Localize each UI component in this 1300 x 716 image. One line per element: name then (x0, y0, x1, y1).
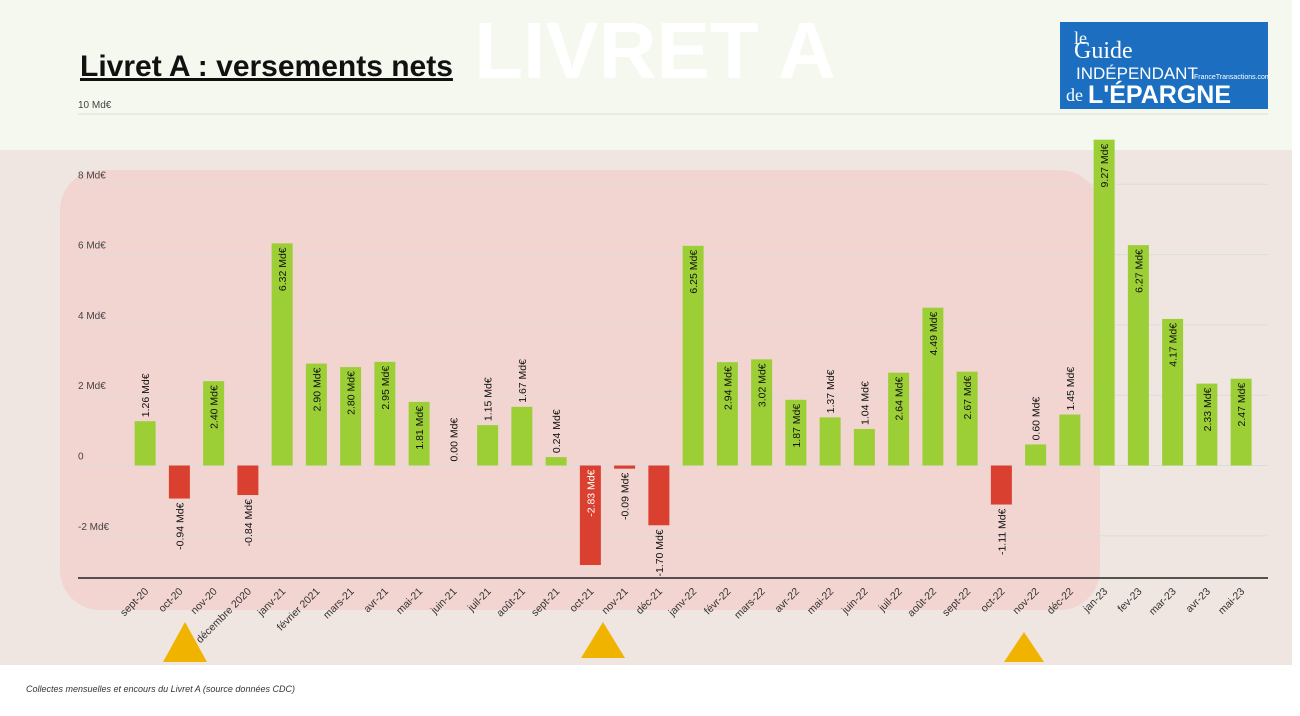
value-label: 6.25 Md€ (688, 250, 700, 294)
bar (819, 417, 841, 466)
y-tick-label: 6 Md€ (78, 241, 106, 252)
bar (1162, 318, 1184, 466)
y-tick-label: 8 Md€ (78, 170, 106, 181)
bar (1059, 414, 1081, 466)
bar (888, 372, 910, 466)
photo-banknote (60, 170, 1100, 610)
value-label: 1.37 Md€ (825, 369, 837, 413)
bar (1093, 139, 1115, 466)
marker-triangle (1004, 632, 1044, 662)
bar (1025, 444, 1047, 466)
value-label: 2.90 Md€ (311, 367, 323, 411)
value-label: 2.40 Md€ (209, 385, 221, 429)
value-label: -1.70 Md€ (654, 529, 666, 576)
y-tick-label: 2 Md€ (78, 381, 106, 392)
logo: le Guide INDÉPENDANT FranceTransactions.… (1060, 22, 1271, 109)
logo-text: de (1066, 85, 1083, 105)
bar (237, 465, 259, 496)
value-label: 2.47 Md€ (1236, 383, 1248, 427)
bar (785, 399, 807, 466)
value-label: 2.33 Md€ (1202, 387, 1214, 431)
bar (340, 367, 362, 466)
value-label: 0.60 Md€ (1031, 396, 1043, 440)
bar (374, 361, 396, 466)
logo-text: le (1074, 28, 1087, 48)
value-label: 2.94 Md€ (722, 366, 734, 410)
value-label: -2.83 Md€ (585, 469, 597, 516)
bar (716, 362, 738, 466)
bar (922, 307, 944, 466)
bar (134, 421, 156, 466)
bar (1127, 245, 1149, 466)
value-label: 2.80 Md€ (346, 371, 358, 415)
value-label: 0.00 Md€ (448, 418, 460, 462)
bar (1230, 378, 1252, 466)
value-label: 2.95 Md€ (380, 366, 392, 410)
bar (682, 245, 704, 466)
chart-title: Livret A : versements nets (80, 50, 453, 83)
bar (1196, 383, 1218, 466)
y-tick-label: 10 Md€ (78, 100, 112, 111)
bar (751, 359, 773, 466)
watermark: LIVRET A (474, 6, 835, 95)
bar (648, 465, 670, 526)
value-label: 1.81 Md€ (414, 406, 426, 450)
bar (168, 465, 190, 499)
bar (203, 381, 225, 466)
bar (408, 401, 430, 466)
value-label: -0.84 Md€ (243, 499, 255, 546)
value-label: 9.27 Md€ (1099, 144, 1111, 188)
footnote: Collectes mensuelles et encours du Livre… (26, 684, 295, 694)
bar (545, 457, 567, 466)
marker-triangle (163, 622, 207, 662)
bar (614, 465, 636, 469)
value-label: -0.09 Md€ (620, 473, 632, 520)
logo-text: L'ÉPARGNE (1088, 80, 1231, 109)
bar (579, 465, 601, 565)
value-label: 2.64 Md€ (894, 377, 906, 421)
bar (305, 363, 327, 466)
y-tick-label: 4 Md€ (78, 311, 106, 322)
value-label: 4.17 Md€ (1168, 323, 1180, 367)
value-label: 6.27 Md€ (1133, 249, 1145, 293)
bar (853, 428, 875, 466)
value-label: 4.49 Md€ (928, 312, 940, 356)
bar (511, 406, 533, 466)
value-label: -1.11 Md€ (996, 508, 1008, 555)
value-label: 2.67 Md€ (962, 376, 974, 420)
value-label: 6.32 Md€ (277, 247, 289, 291)
value-label: 1.45 Md€ (1065, 367, 1077, 411)
logo-text: FranceTransactions.com (1194, 74, 1271, 81)
y-tick-label: -2 Md€ (78, 522, 110, 533)
value-label: 1.15 Md€ (483, 377, 495, 421)
bar (477, 425, 499, 466)
bar (271, 243, 293, 466)
value-label: 1.26 Md€ (140, 373, 152, 417)
value-label: 1.67 Md€ (517, 359, 529, 403)
logo-text: Guide (1074, 38, 1133, 64)
logo-text: INDÉPENDANT (1076, 64, 1198, 83)
value-label: -0.94 Md€ (174, 502, 186, 549)
bar (956, 371, 978, 466)
value-label: 3.02 Md€ (757, 363, 769, 407)
value-label: 1.04 Md€ (859, 381, 871, 425)
value-label: 0.24 Md€ (551, 409, 563, 453)
value-label: 1.87 Md€ (791, 404, 803, 448)
y-tick-label: 0 (78, 452, 84, 463)
logo-box (1060, 22, 1268, 109)
bar (990, 465, 1012, 505)
marker-triangle (581, 622, 625, 658)
